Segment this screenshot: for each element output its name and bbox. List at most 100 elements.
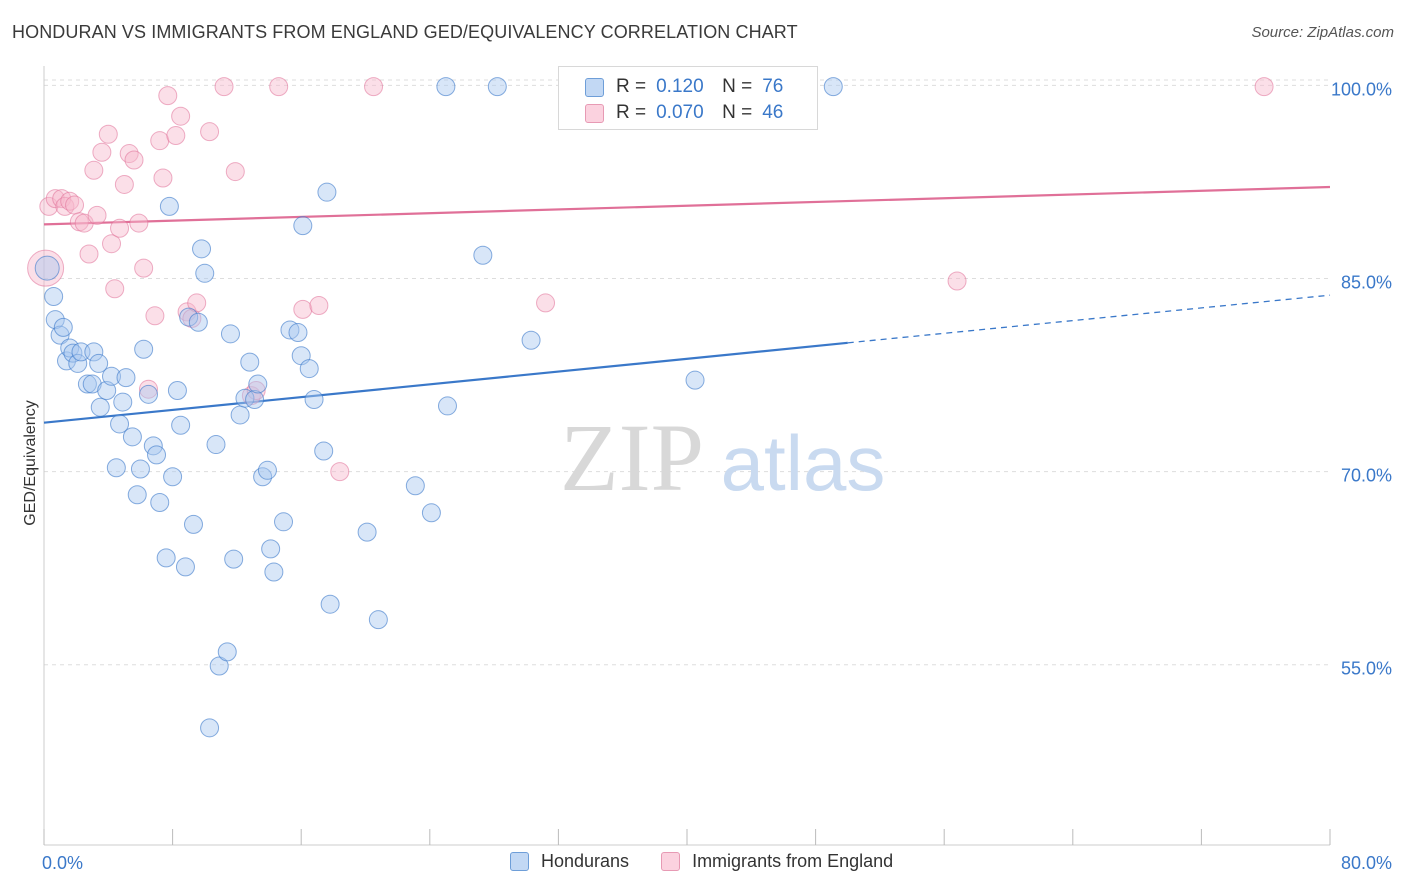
point-hondurans (179, 307, 199, 327)
point-hondurans (245, 389, 265, 409)
point-england (293, 299, 313, 319)
point-hondurans (521, 330, 541, 350)
point-hondurans (299, 359, 319, 379)
point-england (309, 295, 329, 315)
point-hondurans (84, 342, 104, 362)
point-hondurans (314, 441, 334, 461)
point-hondurans (473, 245, 493, 265)
legend-swatch-hondurans (510, 852, 529, 871)
point-england (45, 189, 65, 209)
legend-r-label: R = (616, 102, 647, 123)
point-hondurans (175, 557, 195, 577)
point-hondurans (183, 514, 203, 534)
watermark-atlas: atlas (721, 419, 886, 507)
point-england (200, 122, 220, 142)
point-hondurans (150, 492, 170, 512)
legend-n-label: N = (722, 76, 753, 97)
x-tick-label-min: 0.0% (42, 853, 83, 873)
point-england (171, 106, 191, 126)
point-england (65, 195, 85, 215)
legend-r-label: R = (616, 76, 647, 97)
series-legend: Hondurans Immigrants from England (510, 851, 893, 872)
legend-swatch-pink (585, 103, 604, 123)
point-hondurans (235, 388, 255, 408)
point-hondurans (68, 353, 88, 373)
point-hondurans (195, 263, 215, 283)
point-hondurans (436, 77, 456, 97)
point-england (330, 462, 350, 482)
watermark: ZIP atlas (560, 404, 885, 511)
point-hondurans (437, 396, 457, 416)
legend-n-value-hondurans: 76 (762, 76, 784, 97)
point-hondurans (110, 414, 130, 434)
y-axis-label: GED/Equivalency (22, 400, 39, 525)
point-hondurans (317, 182, 337, 202)
point-england (214, 77, 234, 97)
point-england (158, 86, 178, 106)
point-england (166, 126, 186, 146)
point-hondurans (134, 339, 154, 359)
point-hondurans (116, 368, 136, 388)
point-hondurans (34, 255, 60, 281)
point-hondurans (220, 324, 240, 344)
point-hondurans (44, 286, 64, 306)
point-england (134, 258, 154, 278)
series-hondurans-points (34, 77, 843, 738)
point-england (124, 150, 144, 170)
point-hondurans (53, 317, 73, 337)
point-england (79, 244, 99, 264)
point-hondurans (217, 642, 237, 662)
point-hondurans (127, 485, 147, 505)
point-hondurans (97, 380, 117, 400)
legend-swatch-blue (585, 77, 604, 97)
trend-line-hondurans-extension (847, 294, 1331, 344)
point-hondurans (280, 320, 300, 340)
point-england (1254, 77, 1274, 97)
point-hondurans (248, 374, 268, 394)
legend-r-value-england: 0.070 (656, 102, 704, 123)
point-england (87, 205, 107, 225)
point-hondurans (357, 522, 377, 542)
point-hondurans (224, 549, 244, 569)
point-england (145, 306, 165, 326)
point-hondurans (192, 239, 212, 259)
legend-label-england: Immigrants from England (692, 851, 894, 871)
trend-lines (43, 185, 1331, 424)
point-england (114, 174, 134, 194)
point-hondurans (293, 216, 313, 236)
point-hondurans (138, 384, 158, 404)
point-hondurans (405, 476, 425, 496)
point-hondurans (60, 338, 80, 358)
legend-n-value-england: 46 (762, 102, 784, 123)
point-england (84, 160, 104, 180)
point-hondurans (257, 460, 277, 480)
y-tick-label: 85.0% (1341, 272, 1392, 292)
point-hondurans (685, 370, 705, 390)
point-hondurans (253, 467, 273, 487)
point-hondurans (320, 594, 340, 614)
point-hondurans (45, 310, 65, 330)
watermark-zip: ZIP (560, 404, 704, 511)
point-hondurans (102, 366, 122, 386)
point-hondurans (130, 459, 150, 479)
point-hondurans (147, 445, 167, 465)
point-hondurans (57, 351, 77, 371)
point-england (105, 279, 125, 299)
point-hondurans (264, 562, 284, 582)
trend-line-england (43, 185, 1331, 226)
point-hondurans (89, 353, 109, 373)
point-hondurans (50, 325, 70, 345)
point-england (102, 234, 122, 254)
point-hondurans (261, 539, 281, 559)
x-tick-label-max: 80.0% (1341, 853, 1392, 873)
point-england (187, 293, 207, 313)
chart-title: HONDURAN VS IMMIGRANTS FROM ENGLAND GED/… (12, 22, 798, 42)
point-hondurans (159, 196, 179, 216)
point-england (98, 124, 118, 144)
point-hondurans (487, 77, 507, 97)
point-hondurans (230, 405, 250, 425)
point-england (947, 271, 967, 291)
point-hondurans (63, 343, 83, 363)
point-hondurans (274, 512, 294, 532)
